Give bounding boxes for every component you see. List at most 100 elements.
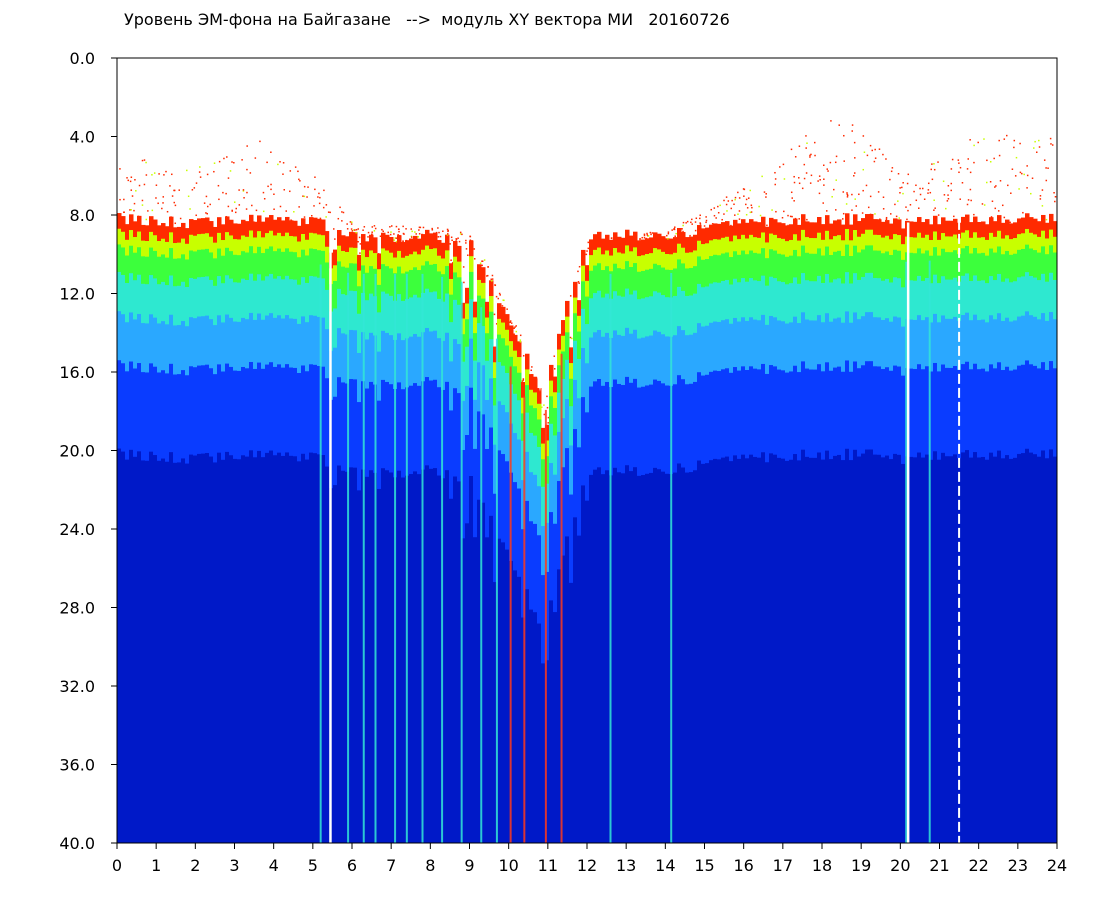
heatmap-cell [965, 312, 970, 363]
heatmap-cell [997, 273, 1002, 314]
heatmap-speckle [826, 168, 828, 170]
heatmap-cell [137, 231, 142, 248]
heatmap-cell [293, 252, 298, 281]
heatmap-speckle [450, 259, 452, 261]
heatmap-speckle [402, 225, 404, 228]
heatmap-cell [837, 278, 842, 319]
heatmap-cell [297, 241, 302, 258]
heatmap-cell [877, 454, 882, 844]
heatmap-cell [465, 434, 470, 524]
heatmap-cell [209, 279, 214, 320]
heatmap-cell [861, 233, 866, 250]
heatmap-speckle [371, 233, 373, 235]
x-tick-label: 8 [425, 856, 435, 875]
heatmap-cell [357, 286, 362, 315]
heatmap-cell [169, 275, 174, 316]
heatmap-cell [321, 317, 326, 368]
heatmap-cell [177, 374, 182, 463]
heatmap-speckle [462, 266, 465, 268]
heatmap-cell [493, 444, 498, 495]
heatmap-cell [773, 366, 778, 456]
heatmap-cell [633, 263, 638, 292]
heatmap-speckle [273, 208, 275, 210]
heatmap-cell [189, 366, 194, 456]
x-tick-label: 21 [929, 856, 949, 875]
heatmap-speckle [761, 175, 763, 178]
heatmap-cell [229, 219, 234, 236]
heatmap-cell [205, 217, 210, 234]
heatmap-speckle [133, 209, 135, 212]
heatmap-speckle [455, 238, 458, 241]
heatmap-cell [821, 224, 826, 241]
heatmap-speckle [253, 221, 255, 223]
heatmap-speckle [789, 215, 792, 218]
heatmap-cell [689, 252, 694, 269]
heatmap-cell [809, 281, 814, 321]
y-tick-label: 0.0 [70, 49, 95, 68]
heatmap-cell [453, 272, 458, 301]
heatmap-cell [705, 259, 710, 287]
heatmap-speckle [934, 207, 936, 209]
heatmap-cell [585, 363, 590, 413]
heatmap-cell [637, 256, 642, 273]
heatmap-speckle [206, 205, 209, 208]
heatmap-speckle [246, 191, 248, 194]
heatmap-speckle [469, 239, 472, 241]
heatmap-cell [585, 324, 590, 364]
heatmap-cell [821, 459, 826, 844]
heatmap-cell [717, 223, 722, 241]
heatmap-cell [465, 319, 470, 348]
heatmap-cell [541, 486, 546, 527]
heatmap-speckle [823, 184, 825, 186]
heatmap-cell [569, 363, 574, 380]
heatmap-cell [873, 366, 878, 456]
heatmap-speckle [130, 209, 132, 211]
heatmap-cell [697, 240, 702, 257]
heatmap-cell [161, 254, 166, 283]
heatmap-cell [133, 237, 138, 254]
heatmap-cell [437, 338, 442, 388]
heatmap-cell [601, 270, 606, 299]
heatmap-speckle [514, 326, 516, 328]
heatmap-cell [517, 439, 522, 490]
heatmap-cell [473, 360, 478, 401]
heatmap-speckle [585, 253, 588, 256]
heatmap-cell [149, 314, 154, 364]
heatmap-speckle [227, 205, 230, 208]
heatmap-speckle [865, 184, 868, 187]
heatmap-cell [505, 345, 510, 374]
heatmap-cell [245, 279, 250, 320]
heatmap-speckle [414, 231, 416, 233]
heatmap-cell [289, 367, 294, 457]
heatmap-cell [621, 384, 626, 474]
heatmap-speckle [871, 149, 873, 152]
heatmap-cell [409, 269, 414, 298]
heatmap-cell [225, 247, 230, 276]
heatmap-cell [861, 249, 866, 278]
heatmap-cell [853, 361, 858, 451]
heatmap-cell [533, 612, 538, 844]
heatmap-cell [657, 249, 662, 266]
heatmap-speckle [710, 208, 713, 211]
heatmap-cell [389, 472, 394, 844]
heatmap-cell [201, 276, 206, 317]
heatmap-cell [717, 255, 722, 284]
heatmap-cell [853, 449, 858, 844]
heatmap-cell [273, 455, 278, 844]
heatmap-cell [269, 450, 274, 844]
heatmap-cell [349, 231, 354, 249]
heatmap-speckle [957, 159, 960, 161]
heatmap-cell [829, 254, 834, 283]
heatmap-cell [513, 366, 518, 395]
heatmap-cell [1045, 281, 1050, 322]
heatmap-speckle [506, 308, 508, 310]
heatmap-cell [693, 470, 698, 844]
heatmap-speckle [822, 164, 825, 167]
heatmap-cell [313, 276, 318, 317]
heatmap-speckle [1022, 211, 1024, 214]
heatmap-cell [881, 237, 886, 254]
heatmap-cell [149, 275, 154, 315]
heatmap-cell [497, 538, 502, 844]
heatmap-cell [1049, 272, 1054, 313]
heatmap-cell [497, 401, 502, 451]
